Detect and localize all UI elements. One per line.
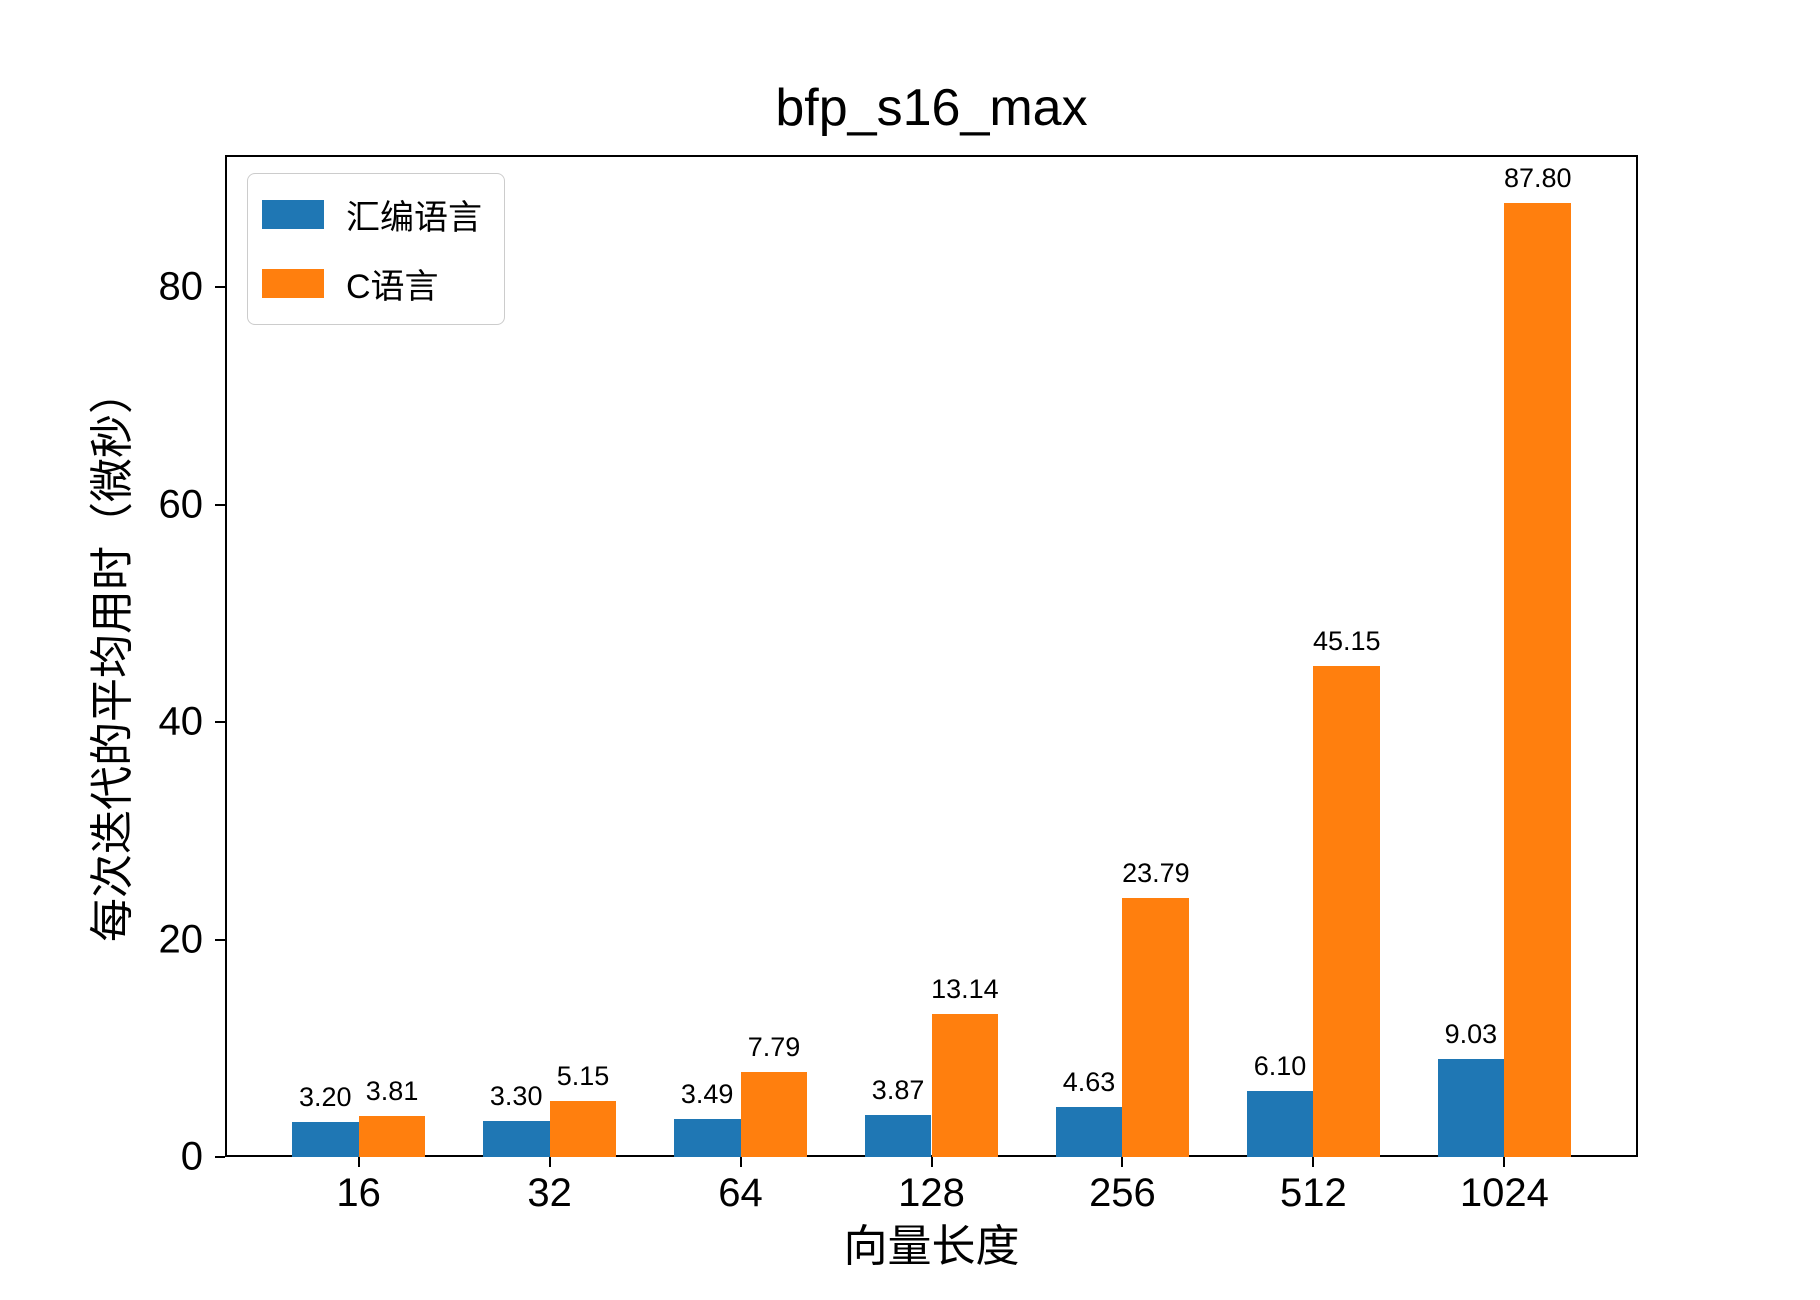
bar-value-label: 45.15 bbox=[1313, 626, 1381, 657]
x-axis-tick bbox=[548, 1157, 551, 1167]
y-axis-tick bbox=[215, 721, 225, 724]
x-axis-tick bbox=[739, 1157, 742, 1167]
x-axis-tick-label: 1024 bbox=[1459, 1171, 1549, 1215]
x-axis-tick bbox=[930, 1157, 933, 1167]
x-axis-label: 向量长度 bbox=[843, 1222, 1020, 1271]
bar-value-label: 3.49 bbox=[680, 1079, 734, 1110]
y-axis-tick-label: 0 bbox=[180, 1134, 203, 1179]
bar-汇编语言-512 bbox=[1246, 1090, 1314, 1157]
bar-C语言-128 bbox=[931, 1014, 999, 1157]
bar-value-label: 3.87 bbox=[871, 1074, 925, 1105]
legend-label: C语言 bbox=[346, 268, 439, 306]
y-axis-tick bbox=[215, 503, 225, 506]
bar-value-label: 6.10 bbox=[1253, 1050, 1307, 1081]
bar-value-label: 4.63 bbox=[1062, 1066, 1116, 1097]
bar-C语言-256 bbox=[1122, 898, 1190, 1157]
y-axis-tick-label: 80 bbox=[158, 264, 204, 309]
bar-C语言-1024 bbox=[1504, 202, 1572, 1157]
bar-汇编语言-32 bbox=[482, 1121, 550, 1157]
legend-label: 汇编语言 bbox=[346, 199, 482, 237]
bar-汇编语言-1024 bbox=[1437, 1058, 1505, 1157]
x-axis-tick-label: 16 bbox=[336, 1171, 381, 1215]
legend-row: 汇编语言 bbox=[262, 190, 482, 239]
bar-C语言-64 bbox=[740, 1072, 808, 1157]
bar-value-label: 23.79 bbox=[1122, 858, 1190, 889]
x-axis-tick bbox=[357, 1157, 360, 1167]
bar-value-label: 9.03 bbox=[1444, 1018, 1498, 1049]
legend-swatch-icon bbox=[262, 269, 324, 298]
legend: 汇编语言 C语言 bbox=[247, 173, 505, 325]
bar-C语言-32 bbox=[549, 1101, 617, 1157]
x-axis-tick bbox=[1503, 1157, 1506, 1167]
bar-汇编语言-16 bbox=[291, 1122, 359, 1157]
bar-C语言-16 bbox=[358, 1115, 426, 1157]
y-axis-tick-label: 40 bbox=[158, 699, 204, 744]
x-axis-tick-label: 128 bbox=[898, 1171, 965, 1215]
legend-swatch-icon bbox=[262, 200, 324, 229]
x-axis-tick-label: 32 bbox=[527, 1171, 572, 1215]
bar-value-label: 3.81 bbox=[365, 1075, 419, 1106]
y-axis-tick bbox=[215, 938, 225, 941]
bar-value-label: 3.20 bbox=[298, 1082, 352, 1113]
y-axis-tick bbox=[215, 1156, 225, 1158]
bar-汇编语言-64 bbox=[673, 1119, 741, 1157]
chart-title: bfp_s16_max bbox=[775, 79, 1088, 137]
bar-value-label: 3.30 bbox=[489, 1081, 543, 1112]
bar-value-label: 87.80 bbox=[1503, 162, 1572, 193]
bar-汇编语言-128 bbox=[864, 1114, 932, 1157]
legend-row: C语言 bbox=[262, 259, 482, 308]
x-axis-tick-label: 512 bbox=[1280, 1171, 1347, 1215]
bar-value-label: 5.15 bbox=[556, 1061, 610, 1092]
bar-value-label: 7.79 bbox=[747, 1032, 801, 1063]
y-axis-tick-label: 60 bbox=[158, 482, 204, 527]
x-axis-tick-label: 64 bbox=[718, 1171, 763, 1215]
bar-C语言-512 bbox=[1313, 666, 1381, 1157]
y-axis-tick bbox=[215, 286, 225, 289]
x-axis-tick bbox=[1121, 1157, 1124, 1167]
y-axis-label: 每次迭代的平均用时（微秒） bbox=[88, 370, 137, 942]
bar-汇编语言-256 bbox=[1055, 1106, 1123, 1157]
y-axis-tick-label: 20 bbox=[158, 917, 204, 962]
x-axis-tick bbox=[1312, 1157, 1315, 1167]
x-axis-tick-label: 256 bbox=[1089, 1171, 1156, 1215]
bar-value-label: 13.14 bbox=[931, 974, 999, 1005]
